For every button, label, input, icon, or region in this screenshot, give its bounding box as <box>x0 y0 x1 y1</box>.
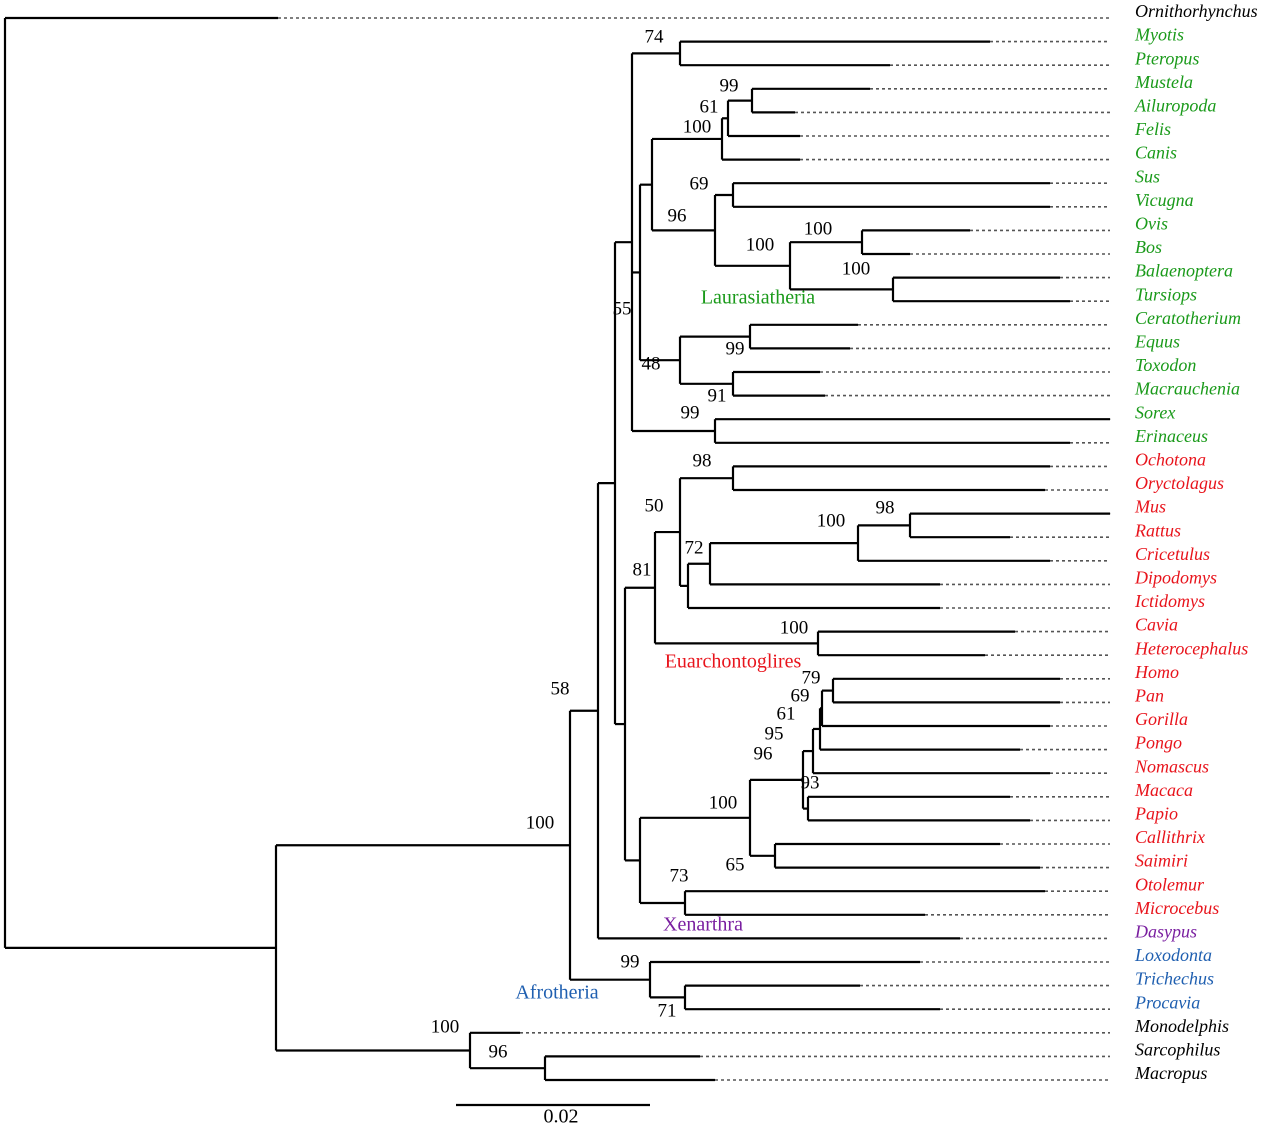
scale-label: 0.02 <box>544 1106 579 1128</box>
taxon-label: Canis <box>1135 143 1177 163</box>
bootstrap-value: 96 <box>668 205 687 226</box>
taxon-label: Vicugna <box>1135 190 1194 210</box>
taxon-label: Papio <box>1134 804 1178 824</box>
taxon-label: Gorilla <box>1135 709 1188 729</box>
taxon-label: Microcebus <box>1134 898 1219 918</box>
taxon-label: Oryctolagus <box>1135 473 1224 493</box>
bootstrap-value: 61 <box>700 96 719 117</box>
taxon-label: Balaenoptera <box>1135 261 1233 281</box>
clade-label: Afrotheria <box>515 982 598 1004</box>
clade-label: Laurasiatheria <box>701 287 815 309</box>
bootstrap-value: 74 <box>645 26 665 47</box>
bootstrap-value: 99 <box>681 402 700 423</box>
taxon-label: Ceratotherium <box>1135 308 1241 328</box>
clade-label: Xenarthra <box>663 914 743 936</box>
taxon-label: Homo <box>1134 662 1179 682</box>
bootstrap-value: 61 <box>777 703 796 724</box>
taxon-label: Sarcophilus <box>1135 1040 1220 1060</box>
bootstrap-value: 99 <box>720 75 739 96</box>
taxon-label: Macropus <box>1134 1063 1207 1083</box>
bootstrap-value: 79 <box>802 667 821 688</box>
bootstrap-value: 73 <box>670 865 689 886</box>
taxon-label: Cavia <box>1135 615 1178 635</box>
taxon-label: Ovis <box>1135 214 1168 234</box>
taxon-label: Felis <box>1134 119 1171 139</box>
taxon-label: Pongo <box>1134 733 1182 753</box>
bootstrap-value: 65 <box>726 854 745 875</box>
bootstrap-value: 50 <box>645 495 664 516</box>
bootstrap-value: 69 <box>690 173 709 194</box>
bootstrap-value: 100 <box>526 812 555 833</box>
bootstrap-value: 100 <box>431 1016 460 1037</box>
bootstrap-value: 100 <box>709 792 738 813</box>
bootstrap-value: 100 <box>817 510 846 531</box>
taxon-label: Pan <box>1134 686 1164 706</box>
taxon-label: Erinaceus <box>1134 426 1208 446</box>
taxon-label: Callithrix <box>1135 827 1205 847</box>
bootstrap-value: 100 <box>842 258 871 279</box>
taxon-label: Ictidomys <box>1134 591 1205 611</box>
taxon-label: Ailuropoda <box>1134 96 1216 116</box>
taxon-label: Mus <box>1134 497 1166 517</box>
taxon-label: Heterocephalus <box>1134 638 1248 658</box>
taxon-label: Saimiri <box>1135 851 1188 871</box>
bootstrap-value: 71 <box>658 1000 677 1021</box>
taxon-label: Bos <box>1135 237 1162 257</box>
bootstrap-value: 99 <box>726 338 745 359</box>
taxon-label: Ornithorhynchus <box>1135 1 1258 21</box>
taxon-label: Dasypus <box>1134 922 1197 942</box>
bootstrap-value: 98 <box>693 450 712 471</box>
taxon-label: Ochotona <box>1135 450 1206 470</box>
bootstrap-value: 100 <box>683 116 712 137</box>
taxon-label: Mustela <box>1134 72 1193 92</box>
bootstrap-value: 91 <box>708 385 727 406</box>
taxon-label: Monodelphis <box>1134 1016 1229 1036</box>
bootstrap-value: 55 <box>613 298 632 319</box>
taxon-label: Pteropus <box>1134 48 1199 68</box>
bootstrap-value: 99 <box>621 951 640 972</box>
taxon-label: Loxodonta <box>1134 945 1212 965</box>
bootstrap-value: 100 <box>804 218 833 239</box>
taxon-label: Rattus <box>1134 520 1181 540</box>
taxon-label: Dipodomys <box>1134 568 1217 588</box>
bootstrap-value: 93 <box>801 772 820 793</box>
taxon-label: Cricetulus <box>1135 544 1210 564</box>
clade-label: Euarchontoglires <box>665 651 802 673</box>
taxon-label: Macaca <box>1134 780 1193 800</box>
taxon-label: Sorex <box>1135 402 1175 422</box>
taxon-label: Macrauchenia <box>1134 379 1240 399</box>
bootstrap-value: 81 <box>633 559 652 580</box>
bootstrap-value: 100 <box>780 617 809 638</box>
taxon-label: Sus <box>1135 166 1160 186</box>
bootstrap-value: 72 <box>685 537 704 558</box>
bootstrap-value: 96 <box>754 743 773 764</box>
bootstrap-value: 100 <box>746 234 775 255</box>
taxon-label: Procavia <box>1134 992 1200 1012</box>
bootstrap-value: 98 <box>876 497 895 518</box>
bootstrap-value: 95 <box>765 723 784 744</box>
taxon-label: Trichechus <box>1135 969 1214 989</box>
taxon-label: Equus <box>1134 332 1180 352</box>
bootstrap-value: 58 <box>551 678 570 699</box>
bootstrap-value: 69 <box>791 685 810 706</box>
taxon-label: Myotis <box>1134 25 1184 45</box>
bootstrap-value: 96 <box>489 1041 508 1062</box>
taxon-label: Toxodon <box>1135 355 1196 375</box>
bootstrap-value: 48 <box>642 353 661 374</box>
taxon-label: Nomascus <box>1134 756 1209 776</box>
taxon-label: Otolemur <box>1135 874 1205 894</box>
taxon-label: Tursiops <box>1135 284 1197 304</box>
